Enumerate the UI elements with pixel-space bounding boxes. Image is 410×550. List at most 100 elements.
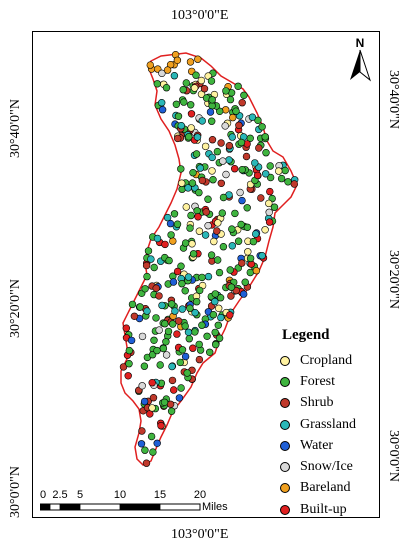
sample-point — [219, 243, 228, 251]
sample-point — [148, 404, 156, 412]
sample-point — [211, 290, 220, 298]
scale-tick-label: 0 — [40, 489, 46, 501]
sample-point — [164, 327, 173, 336]
sample-point — [207, 77, 216, 85]
sample-point — [248, 113, 257, 121]
sample-point — [226, 311, 234, 319]
sample-point — [173, 330, 181, 338]
sample-point — [244, 248, 252, 256]
legend-swatch — [280, 504, 290, 515]
sample-point — [141, 446, 149, 454]
sample-point — [184, 184, 192, 192]
sample-point — [189, 250, 198, 258]
scale-tick-label: 20 — [194, 489, 206, 501]
sample-point — [266, 162, 274, 170]
sample-point — [186, 304, 194, 312]
sample-point — [231, 209, 239, 218]
sample-point — [222, 106, 230, 114]
sample-point — [174, 134, 182, 143]
sample-point — [196, 286, 204, 295]
sample-point — [153, 80, 162, 88]
sample-point — [266, 187, 274, 196]
sample-point — [165, 256, 173, 265]
sample-point — [185, 133, 193, 141]
sample-point — [208, 96, 216, 104]
sample-point — [194, 213, 202, 221]
sample-point — [217, 313, 225, 322]
sample-point — [182, 79, 191, 87]
sample-point — [275, 167, 283, 175]
sample-point — [187, 110, 196, 118]
sample-point — [142, 261, 151, 270]
sample-point — [140, 362, 149, 370]
sample-point — [258, 123, 266, 131]
sample-point — [146, 61, 155, 69]
legend-swatch — [280, 440, 290, 451]
sample-point — [200, 84, 209, 93]
sample-point — [142, 459, 151, 467]
sample-point — [270, 203, 279, 211]
sample-point — [265, 208, 273, 217]
sample-point — [122, 324, 131, 332]
scale-tick-label: 15 — [154, 489, 166, 501]
sample-point — [166, 400, 175, 408]
sample-point — [211, 297, 219, 306]
sample-point — [184, 273, 193, 281]
sample-point — [175, 394, 184, 402]
sample-point — [221, 122, 229, 130]
sample-point — [204, 272, 213, 281]
sample-point — [193, 207, 201, 215]
scale-bar: 0 2.5 5 10 15 20 Miles — [39, 487, 230, 520]
sample-point — [168, 300, 176, 308]
legend-item-built-up: Built-up — [276, 499, 356, 520]
sample-point — [159, 344, 168, 353]
sample-point — [195, 188, 203, 197]
sample-point — [143, 307, 151, 315]
sample-point — [149, 448, 157, 456]
sample-point — [178, 179, 186, 187]
sample-point — [147, 255, 155, 263]
sample-point — [208, 153, 216, 162]
sample-point — [214, 321, 223, 329]
sample-point — [136, 303, 144, 311]
sample-point — [217, 179, 226, 188]
sample-point — [161, 320, 169, 328]
sample-point — [208, 167, 216, 175]
sample-point — [241, 278, 249, 286]
sample-point — [168, 376, 177, 385]
sample-point — [158, 301, 166, 310]
sample-point — [231, 165, 239, 173]
sample-point — [179, 85, 187, 94]
sample-point — [236, 188, 244, 197]
sample-point — [219, 157, 227, 165]
sample-point — [196, 164, 205, 172]
sample-point — [172, 100, 181, 109]
sample-point — [169, 320, 177, 328]
legend-swatch — [280, 419, 290, 430]
legend-label: Built-up — [300, 501, 347, 517]
sample-point — [203, 332, 211, 340]
sample-point — [161, 240, 169, 249]
sample-point — [290, 180, 298, 188]
sample-point — [184, 328, 193, 336]
legend-label: Grassland — [300, 416, 356, 432]
sample-point — [125, 346, 134, 355]
sample-point — [191, 328, 199, 336]
sample-point — [204, 195, 212, 203]
sample-point — [206, 348, 214, 356]
sample-point — [193, 298, 201, 306]
sample-point — [215, 304, 223, 312]
sample-point — [198, 321, 206, 329]
sample-point — [160, 398, 169, 406]
sample-point — [155, 292, 163, 300]
sample-point — [208, 136, 217, 144]
sample-point — [127, 336, 136, 345]
bottom-longitude-label: 103°0'0"E — [171, 527, 229, 542]
map-frame: N — [32, 31, 380, 518]
sample-point — [180, 98, 188, 106]
sample-point — [227, 292, 235, 300]
sample-point — [255, 144, 263, 152]
sample-point — [143, 272, 151, 281]
sample-point — [167, 407, 176, 415]
left-latitude-label-3: 30°0'0"N — [8, 466, 23, 518]
